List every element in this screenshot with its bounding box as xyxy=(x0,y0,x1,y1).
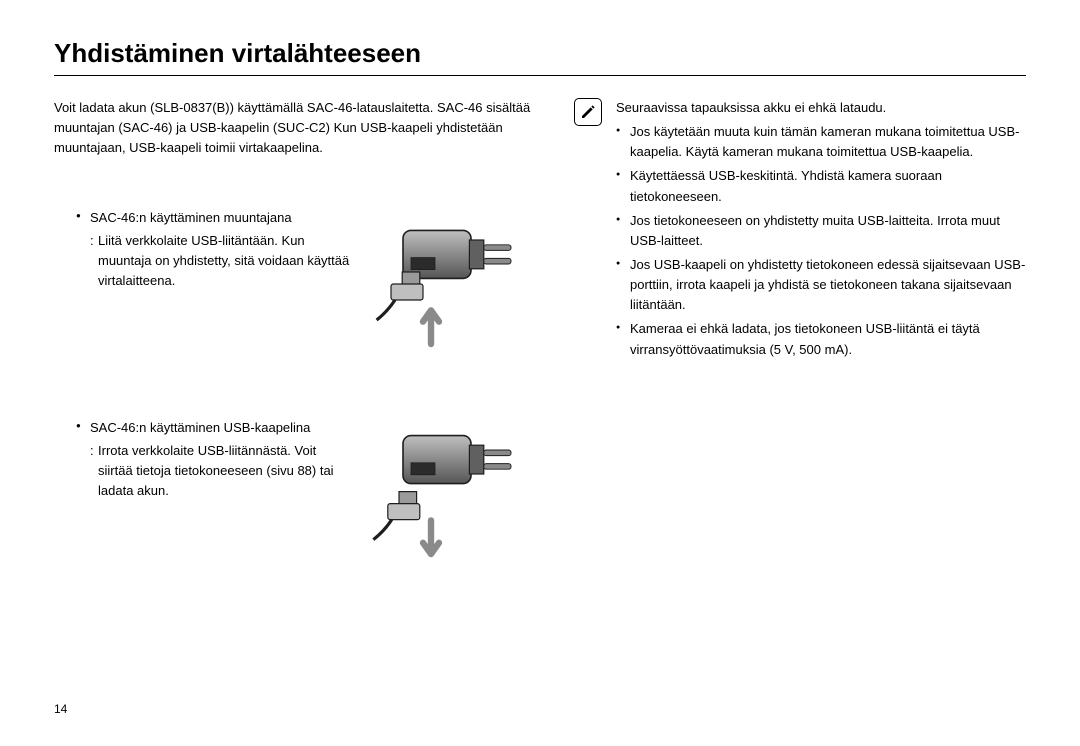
adapter-image-detached xyxy=(360,418,534,578)
page: Yhdistäminen virtalähteeseen Voit ladata… xyxy=(0,0,1080,746)
title-block: Yhdistäminen virtalähteeseen xyxy=(54,38,1026,76)
intro-paragraph: Voit ladata akun (SLB-0837(B)) käyttämäl… xyxy=(54,98,534,158)
pencil-icon xyxy=(580,104,596,120)
page-title: Yhdistäminen virtalähteeseen xyxy=(54,38,421,68)
note-item: Jos USB-kaapeli on yhdistetty tietokonee… xyxy=(616,255,1026,315)
section-cable-mode: SAC-46:n käyttäminen USB-kaapelina Irrot… xyxy=(54,418,534,578)
adapter-inserted-icon xyxy=(367,208,527,368)
note-icon xyxy=(574,98,602,126)
section-heading-2: SAC-46:n käyttäminen USB-kaapelina xyxy=(90,418,350,438)
note-item: Käytettäessä USB-keskitintä. Yhdistä kam… xyxy=(616,166,1026,206)
section-text-2: SAC-46:n käyttäminen USB-kaapelina Irrot… xyxy=(54,418,360,501)
note-item: Jos tietokoneeseen on yhdistetty muita U… xyxy=(616,211,1026,251)
note-body: Seuraavissa tapauksissa akku ei ehkä lat… xyxy=(616,98,1026,364)
note-block: Seuraavissa tapauksissa akku ei ehkä lat… xyxy=(574,98,1026,364)
note-intro: Seuraavissa tapauksissa akku ei ehkä lat… xyxy=(616,98,1026,118)
adapter-detached-icon xyxy=(367,418,527,578)
columns: Voit ladata akun (SLB-0837(B)) käyttämäl… xyxy=(54,98,1026,702)
section-sub-1: Liitä verkkolaite USB-liitäntään. Kun mu… xyxy=(90,231,350,291)
note-list: Jos käytetään muuta kuin tämän kameran m… xyxy=(616,122,1026,360)
left-column: Voit ladata akun (SLB-0837(B)) käyttämäl… xyxy=(54,98,534,702)
page-number: 14 xyxy=(54,702,1026,716)
section-sub-2: Irrota verkkolaite USB-liitännästä. Voit… xyxy=(90,441,350,501)
right-column: Seuraavissa tapauksissa akku ei ehkä lat… xyxy=(574,98,1026,702)
note-item: Kameraa ei ehkä ladata, jos tietokoneen … xyxy=(616,319,1026,359)
section-heading-1: SAC-46:n käyttäminen muuntajana xyxy=(90,208,350,228)
section-text-1: SAC-46:n käyttäminen muuntajana Liitä ve… xyxy=(54,208,360,291)
adapter-image-inserted xyxy=(360,208,534,368)
note-item: Jos käytetään muuta kuin tämän kameran m… xyxy=(616,122,1026,162)
section-adapter-mode: SAC-46:n käyttäminen muuntajana Liitä ve… xyxy=(54,208,534,368)
